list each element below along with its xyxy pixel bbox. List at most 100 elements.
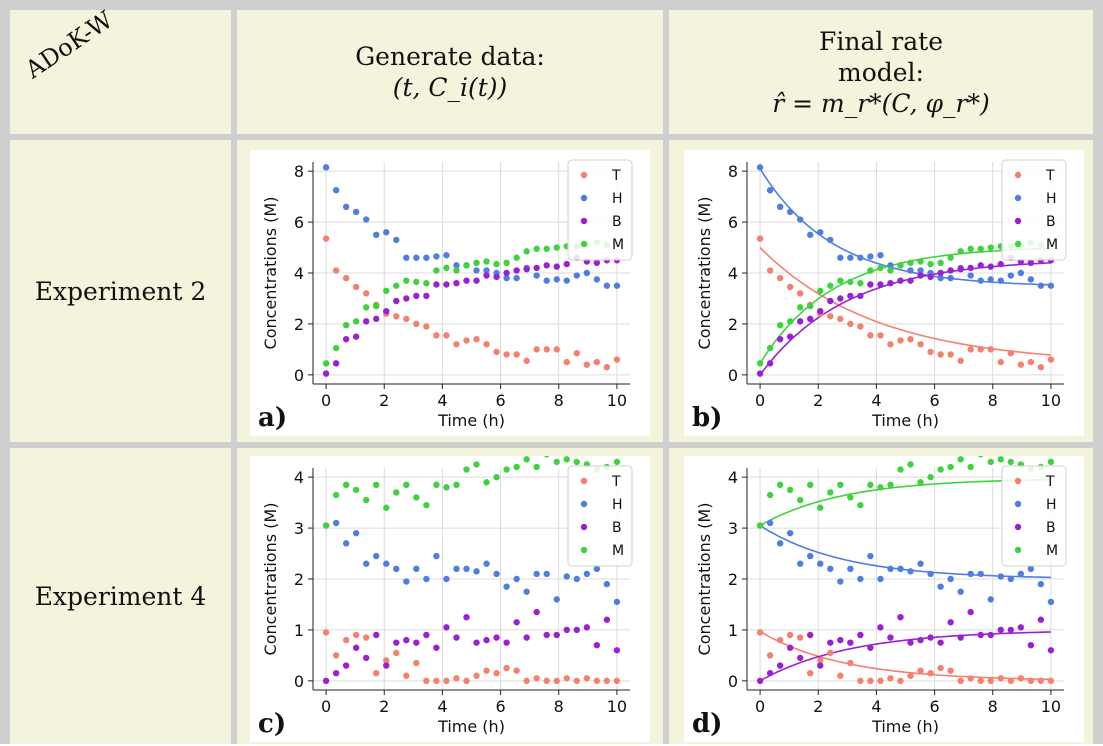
data-point-B <box>776 335 784 343</box>
data-point-T <box>947 351 954 358</box>
data-point-T <box>1047 356 1055 363</box>
col2-header-line3: r̂ = m_r*(C, φ_r*) <box>772 88 990 118</box>
legend-label-M: M <box>612 237 624 253</box>
data-point-H <box>342 203 350 211</box>
data-point-B <box>947 619 954 626</box>
chart-b: 0 2 4 6 8 10 0 2 4 6 8 Time (h) Concentrations (M) b)… <box>692 159 1067 433</box>
data-point-H <box>503 583 510 590</box>
data-point-B <box>543 631 550 639</box>
data-point-M <box>776 481 784 489</box>
data-point-T <box>837 315 844 323</box>
data-point-B <box>393 297 400 305</box>
data-point-B <box>362 654 370 662</box>
data-point-T <box>603 363 611 371</box>
x-tick-label: 4 <box>871 697 881 716</box>
data-point-M <box>867 267 874 274</box>
data-point-M <box>473 461 480 468</box>
data-point-T <box>322 629 330 636</box>
legend-label-T: T <box>611 474 621 490</box>
data-point-T <box>957 357 964 365</box>
data-point-H <box>523 588 530 595</box>
data-point-T <box>413 659 420 667</box>
data-point-M <box>523 456 530 463</box>
y-axis-label: Concentrations (M) <box>695 503 714 656</box>
legend-marker-H <box>580 194 588 202</box>
legend-label-B: B <box>1046 214 1056 230</box>
data-point-B <box>947 267 954 274</box>
data-point-B <box>463 613 470 621</box>
y-tick-label: 4 <box>728 468 738 487</box>
data-point-T <box>453 341 460 348</box>
data-point-B <box>917 272 924 279</box>
data-point-H <box>573 575 581 583</box>
data-point-T <box>867 677 874 685</box>
data-point-T <box>997 675 1004 682</box>
data-point-H <box>483 267 490 274</box>
data-point-H <box>1007 575 1015 583</box>
data-point-H <box>593 565 601 573</box>
data-point-B <box>423 631 430 639</box>
data-point-B <box>362 318 370 325</box>
data-point-M <box>352 486 360 494</box>
data-point-H <box>947 274 954 282</box>
data-point-H <box>352 208 360 216</box>
x-tick-label: 0 <box>755 697 765 716</box>
data-point-H <box>1037 282 1045 289</box>
data-point-H <box>756 164 764 171</box>
data-point-T <box>1017 675 1025 682</box>
data-point-H <box>332 519 340 527</box>
cell-d: 0 2 4 6 8 10 0 1 2 3 4 Time (h) Concentrations (M) d)… <box>669 448 1093 744</box>
row-label-text: Experiment 4 <box>34 581 207 611</box>
data-point-T <box>613 356 621 363</box>
data-point-M <box>796 496 804 504</box>
data-point-T <box>352 631 360 639</box>
data-point-B <box>827 297 834 305</box>
data-point-M <box>433 267 440 274</box>
data-point-M <box>827 282 834 289</box>
legend-marker-M <box>1014 546 1022 554</box>
data-point-M <box>513 463 520 471</box>
data-point-T <box>433 332 440 339</box>
data-point-B <box>927 634 934 641</box>
data-point-M <box>352 318 360 325</box>
x-tick-label: 8 <box>554 697 564 716</box>
data-point-M <box>423 501 430 509</box>
legend-marker-T <box>580 171 588 179</box>
data-point-M <box>523 248 530 255</box>
data-point-B <box>987 631 994 639</box>
data-point-H <box>543 570 550 578</box>
legend-marker-B <box>580 217 588 225</box>
x-tick-label: 10 <box>1041 391 1061 410</box>
data-point-M <box>967 463 974 471</box>
data-point-H <box>867 253 874 260</box>
data-point-B <box>423 292 430 300</box>
data-point-T <box>332 267 340 274</box>
data-point-H <box>987 276 994 283</box>
data-point-M <box>383 504 390 511</box>
data-point-B <box>786 644 794 651</box>
data-point-T <box>443 332 450 339</box>
x-tick-label: 0 <box>321 697 331 716</box>
x-tick-label: 10 <box>607 391 627 410</box>
data-point-T <box>977 346 984 353</box>
data-point-H <box>443 575 450 583</box>
data-point-T <box>796 634 804 641</box>
data-point-B <box>593 641 601 649</box>
data-point-T <box>332 652 340 659</box>
col1-header-line1: Generate data: <box>355 42 545 71</box>
data-point-B <box>837 295 844 302</box>
data-point-M <box>503 259 510 267</box>
data-point-M <box>786 486 794 494</box>
data-point-T <box>393 313 400 320</box>
legend-label-H: H <box>1046 191 1057 207</box>
data-point-H <box>453 565 460 573</box>
data-point-T <box>523 357 530 365</box>
legend-label-H: H <box>612 497 623 513</box>
data-point-H <box>403 254 410 261</box>
data-point-T <box>603 677 611 685</box>
data-point-T <box>827 313 834 320</box>
data-point-M <box>877 264 884 272</box>
data-point-M <box>977 245 984 253</box>
data-point-T <box>533 675 540 682</box>
data-point-M <box>543 245 550 253</box>
